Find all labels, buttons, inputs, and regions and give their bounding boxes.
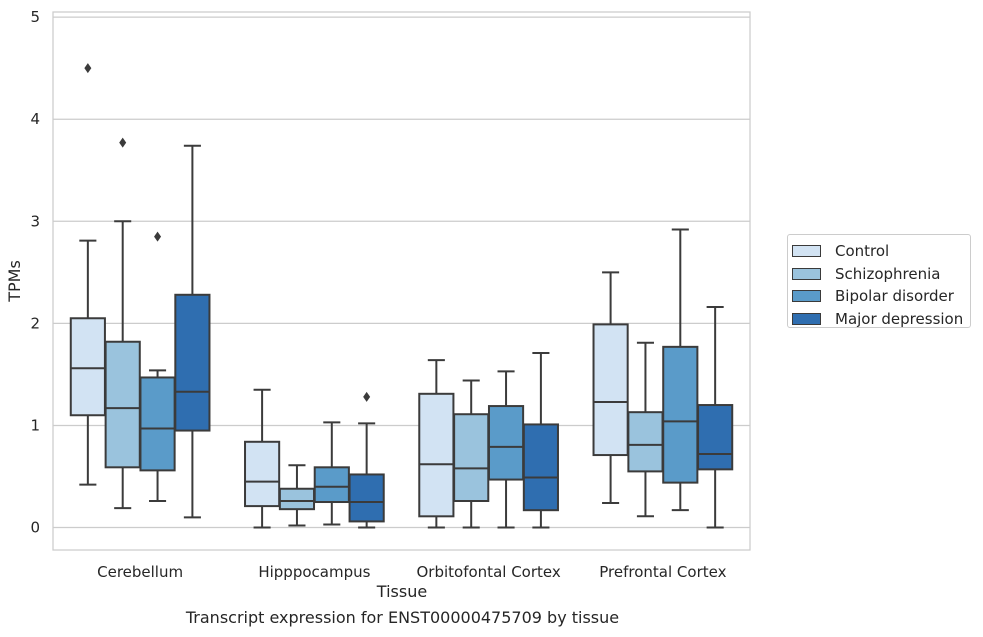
legend-item-bipolar: Bipolar disorder	[792, 285, 970, 308]
y-tick-label: 0	[30, 519, 40, 537]
legend-label-bipolar: Bipolar disorder	[835, 287, 954, 306]
y-tick-label: 1	[30, 416, 40, 434]
legend: Control Schizophrenia Bipolar disorder M…	[787, 234, 971, 328]
box-group	[139, 231, 176, 502]
box-iqr	[313, 466, 350, 504]
box-group	[278, 464, 316, 527]
y-tick-label: 2	[30, 314, 40, 332]
x-tick-label: Hipppocampus	[258, 563, 370, 581]
legend-item-major-depression: Major depression	[792, 308, 970, 331]
box-group	[592, 271, 629, 505]
legend-swatch-bipolar	[792, 290, 821, 303]
box-group	[418, 359, 455, 529]
box-iqr	[627, 411, 664, 473]
box-group	[348, 391, 385, 529]
legend-label-schizophrenia: Schizophrenia	[835, 264, 941, 283]
box-group	[627, 341, 664, 518]
legend-label-major-depression: Major depression	[835, 309, 964, 328]
y-tick-label: 3	[30, 212, 40, 230]
box-plots	[69, 63, 734, 529]
legend-item-schizophrenia: Schizophrenia	[792, 263, 970, 286]
x-tick-label: Cerebellum	[97, 563, 183, 581]
box-iqr	[69, 317, 106, 417]
box-iqr	[487, 405, 525, 481]
x-axis-ticks: Cerebellum Hipppocampus Orbitofontal Corte…	[97, 563, 726, 581]
box-iqr	[453, 413, 490, 502]
box-iqr	[418, 392, 455, 518]
box-iqr	[522, 423, 559, 512]
box-group	[69, 63, 106, 486]
box-group	[174, 144, 211, 519]
box-group	[697, 306, 734, 529]
box-iqr	[348, 473, 385, 523]
box-group	[522, 351, 559, 529]
box-group	[453, 379, 490, 529]
box-iqr	[592, 323, 629, 457]
legend-swatch-control	[792, 245, 821, 258]
legend-swatch-major-depression	[792, 312, 821, 325]
box-group	[662, 228, 699, 512]
outlier-point	[84, 63, 92, 74]
legend-swatch-schizophrenia	[792, 267, 821, 280]
x-axis-title: Tissue	[376, 582, 427, 601]
box-iqr	[139, 376, 176, 472]
box-iqr	[697, 404, 734, 471]
x-tick-label: Orbitofontal Cortex	[417, 563, 561, 581]
y-tick-label: 4	[30, 110, 40, 128]
outlier-point	[154, 231, 162, 242]
box-iqr	[244, 440, 281, 508]
box-iqr	[174, 293, 211, 432]
box-group	[104, 137, 141, 510]
outlier-point	[363, 391, 371, 402]
box-group	[244, 388, 281, 529]
y-tick-label: 5	[30, 8, 40, 26]
box-group	[487, 370, 525, 529]
legend-item-control: Control	[792, 240, 970, 263]
outlier-point	[119, 137, 127, 148]
y-axis-title: TPMs	[5, 260, 24, 303]
plot-frame	[52, 11, 751, 551]
box-group	[313, 421, 350, 526]
box-iqr	[278, 487, 316, 511]
box-iqr	[662, 345, 699, 484]
legend-label-control: Control	[835, 242, 890, 261]
y-axis-ticks: 0 1 2 3 4 5	[30, 8, 40, 536]
chart-caption: Transcript expression for ENST0000047570…	[185, 608, 620, 627]
x-tick-label: Prefrontal Cortex	[599, 563, 726, 581]
box-iqr	[104, 340, 141, 469]
